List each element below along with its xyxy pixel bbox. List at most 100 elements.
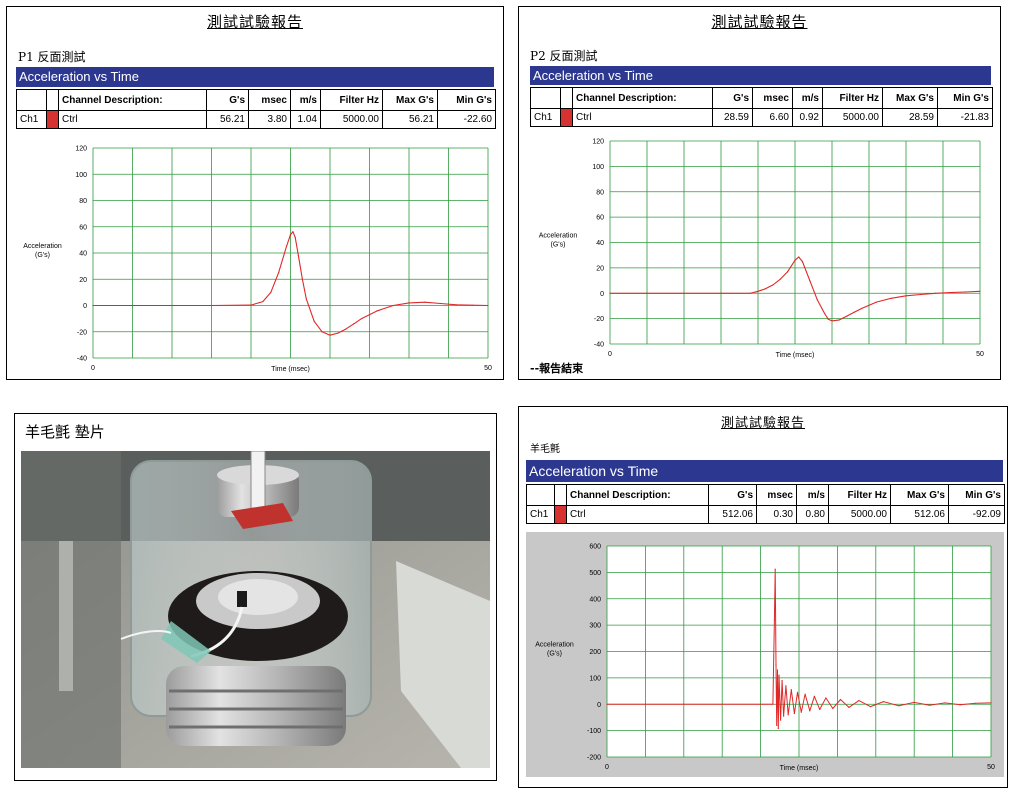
- cell-min: -21.83: [937, 108, 993, 127]
- data-point: [979, 290, 981, 292]
- chart-header-bar: Acceleration vs Time: [16, 67, 494, 87]
- data-point: [825, 697, 827, 699]
- acceleration-chart-p2: 120 100 80 60 40 20 0 -20 -40 0 50 Time (msec) Accel…: [530, 130, 991, 360]
- data-point: [408, 302, 410, 304]
- col-header-ms: m/s: [796, 484, 829, 506]
- data-point: [773, 619, 776, 621]
- x-axis-label: Time (msec): [776, 352, 815, 359]
- cell-ms: 1.04: [290, 110, 321, 129]
- data-point: [262, 300, 264, 303]
- data-point: [781, 679, 783, 682]
- data-point: [944, 702, 946, 704]
- data-point: [801, 260, 803, 263]
- data-point: [827, 318, 829, 320]
- col-header-gs: G's: [712, 87, 753, 109]
- cell-gs: 56.21: [206, 110, 249, 129]
- col-header-ms: m/s: [290, 89, 321, 111]
- data-point: [809, 710, 811, 712]
- x-tick-label: 50: [987, 764, 995, 771]
- series-line-ctrl: [607, 568, 992, 729]
- chart-header-bar: Acceleration vs Time: [526, 460, 1003, 482]
- y-tick-label: -200: [587, 755, 601, 762]
- report-panel-felt: 測試試驗報告 羊毛氈 Acceleration vs Time Channel …: [518, 406, 1008, 788]
- data-point: [838, 319, 840, 321]
- data-point: [779, 278, 781, 280]
- y-tick-label: 100: [592, 164, 604, 171]
- data-point: [92, 304, 94, 307]
- data-point: [935, 292, 937, 294]
- cell-min: -92.09: [948, 505, 1005, 524]
- col-header-msec: msec: [248, 89, 291, 111]
- data-point: [313, 320, 315, 322]
- data-point: [783, 715, 785, 717]
- data-point: [793, 712, 795, 715]
- data-point: [779, 719, 782, 721]
- acceleration-chart-p1: 120 100 80 60 40 20 0 -20 -40 0 50 Time (msec) Accel…: [16, 134, 495, 377]
- channel-table: Channel Description: G's msec m/s Filter…: [530, 87, 993, 127]
- cell-gs: 512.06: [708, 505, 757, 524]
- data-point: [772, 284, 774, 286]
- chart-header-bar: Acceleration vs Time: [530, 66, 991, 85]
- data-point: [832, 707, 834, 710]
- data-point: [683, 292, 685, 294]
- x-axis-label: Time (msec): [271, 366, 310, 373]
- col-header-gs: G's: [708, 484, 757, 506]
- data-point: [813, 695, 815, 697]
- data-point: [292, 231, 294, 233]
- data-point: [790, 689, 792, 691]
- data-point: [440, 302, 442, 305]
- data-point: [875, 301, 877, 303]
- report-title: 測試試驗報告: [206, 13, 303, 31]
- data-point: [285, 245, 288, 248]
- data-point: [471, 304, 473, 306]
- y-tick-label: -40: [594, 342, 604, 349]
- data-point: [392, 304, 394, 307]
- data-point: [776, 724, 778, 726]
- table-row: Ch1 Ctrl 56.21 3.80 1.04 5000.00 56.21 -…: [16, 110, 496, 129]
- data-point: [913, 701, 915, 704]
- y-tick-label: 100: [589, 675, 601, 682]
- cell-filter: 5000.00: [828, 505, 891, 524]
- data-point: [301, 278, 303, 280]
- cell-msec: 6.60: [752, 108, 793, 127]
- test-apparatus-photo: [21, 451, 490, 768]
- cell-description: Ctrl: [572, 108, 713, 127]
- data-point: [337, 332, 339, 334]
- col-header-min: Min G's: [937, 87, 993, 109]
- col-header-max: Max G's: [882, 87, 938, 109]
- data-point: [250, 304, 252, 306]
- cell-min: -22.60: [437, 110, 496, 129]
- data-point: [798, 256, 800, 258]
- y-tick-label: 20: [596, 265, 604, 272]
- data-point: [270, 291, 272, 293]
- data-point: [210, 304, 213, 307]
- y-axis-label: (G's): [35, 252, 50, 259]
- col-header-min: Min G's: [948, 484, 1005, 506]
- col-header-max: Max G's: [890, 484, 949, 506]
- data-point: [757, 290, 759, 292]
- data-point: [772, 703, 774, 705]
- data-point: [289, 234, 292, 236]
- y-tick-label: 80: [79, 198, 87, 205]
- y-tick-label: 120: [75, 146, 87, 153]
- x-tick-label: 50: [484, 365, 492, 372]
- data-point: [964, 291, 966, 293]
- y-axis-label: (G's): [551, 242, 566, 249]
- report-panel-p1: 測試試驗報告 P1 反面測試 Acceleration vs Time Chan…: [6, 6, 504, 380]
- data-point: [775, 664, 777, 666]
- data-point: [345, 328, 347, 330]
- data-point: [487, 304, 489, 307]
- data-point: [353, 323, 355, 325]
- x-axis-label: Time (msec): [780, 765, 819, 772]
- col-header-max: Max G's: [382, 89, 438, 111]
- data-point: [959, 704, 961, 706]
- y-axis-label: Acceleration: [23, 243, 62, 250]
- y-tick-label: 100: [75, 172, 87, 179]
- data-point: [646, 292, 648, 294]
- col-header-description: Channel Description:: [572, 87, 713, 109]
- data-point: [920, 293, 922, 296]
- y-tick-label: -20: [77, 329, 87, 336]
- y-tick-label: 80: [596, 189, 604, 196]
- data-point: [720, 292, 722, 294]
- y-tick-label: 0: [600, 291, 604, 298]
